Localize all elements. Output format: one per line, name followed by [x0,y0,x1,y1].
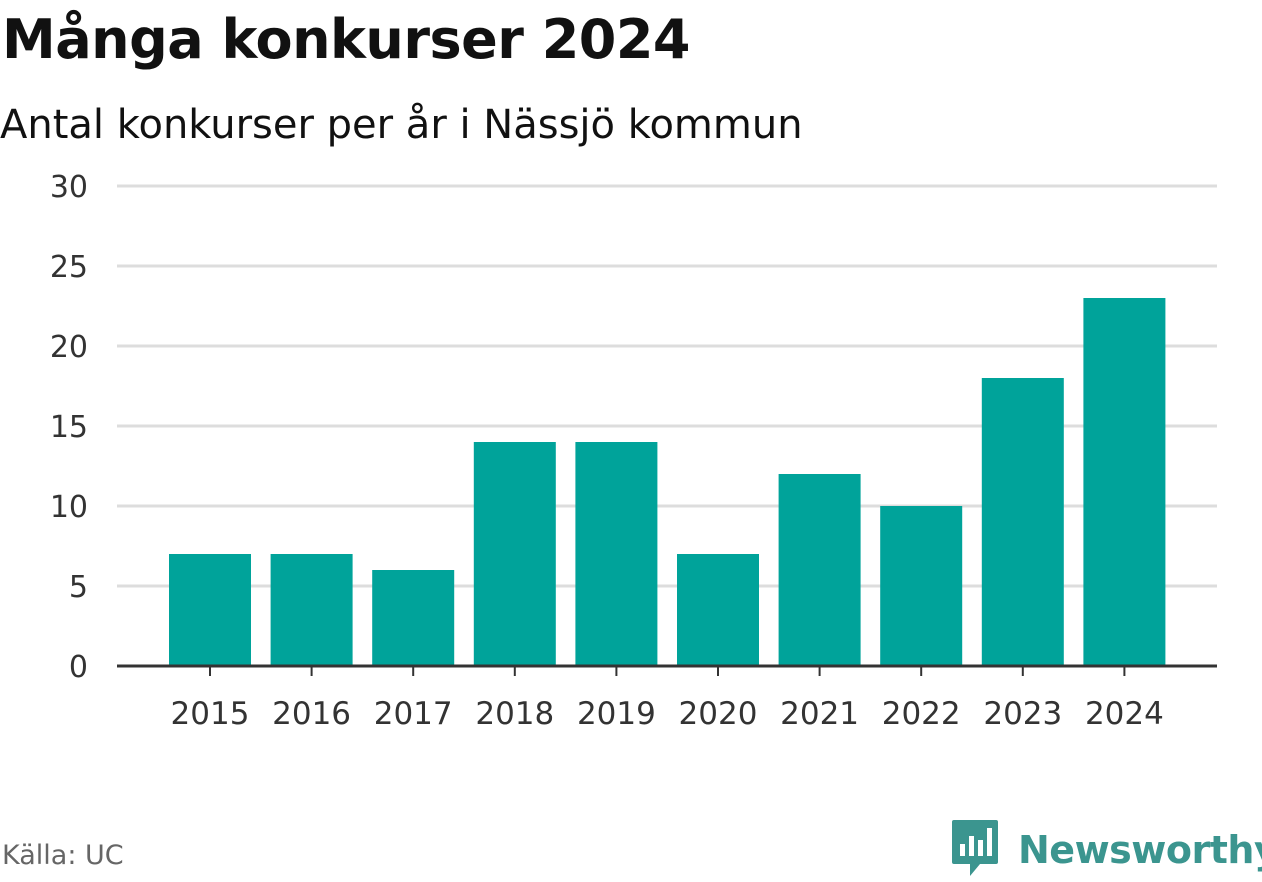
source-label: Källa: UC [2,840,124,871]
bar-2015[interactable] [169,554,251,666]
x-tick-label: 2019 [577,696,656,732]
bar-chart: 0 5 10 15 20 25 30 2015 2016 2017 2018 2019 2020 202… [50,170,1217,732]
y-tick-label: 0 [69,650,88,685]
newsworthy-logo-icon [950,818,1000,882]
bar-2017[interactable] [372,570,455,666]
y-tick-label: 10 [50,490,88,525]
x-tick-label: 2024 [1085,696,1164,732]
bar-2022[interactable] [880,506,963,666]
x-axis-ticks: 2015 2016 2017 2018 2019 2020 2021 2022 2023 2024 [171,666,1164,732]
x-tick-label: 2023 [983,696,1062,732]
bar-2024[interactable] [1083,298,1166,666]
x-tick-label: 2022 [882,696,961,732]
bars [169,298,1166,666]
x-tick-label: 2017 [374,696,453,732]
y-tick-label: 20 [50,330,88,365]
brand-name: Newsworthy [1018,828,1262,872]
bar-2018[interactable] [473,442,556,666]
brand-logo[interactable]: Newsworthy [950,820,1262,880]
x-tick-label: 2021 [780,696,859,732]
y-tick-label: 30 [50,170,88,205]
bar-2023[interactable] [981,378,1064,666]
bar-2020[interactable] [677,554,759,666]
bar-2016[interactable] [270,554,353,666]
y-axis-ticks: 0 5 10 15 20 25 30 [50,170,88,685]
x-tick-label: 2018 [475,696,554,732]
y-tick-label: 25 [50,250,88,285]
x-tick-label: 2016 [272,696,351,732]
chart-subtitle: Antal konkurser per år i Nässjö kommun [0,102,803,148]
x-tick-label: 2015 [171,696,250,732]
y-tick-label: 5 [69,570,88,605]
bar-2019[interactable] [575,442,658,666]
x-tick-label: 2020 [679,696,758,732]
y-tick-label: 15 [50,410,88,445]
bar-2021[interactable] [778,474,861,666]
chart-title: Många konkurser 2024 [2,8,691,71]
